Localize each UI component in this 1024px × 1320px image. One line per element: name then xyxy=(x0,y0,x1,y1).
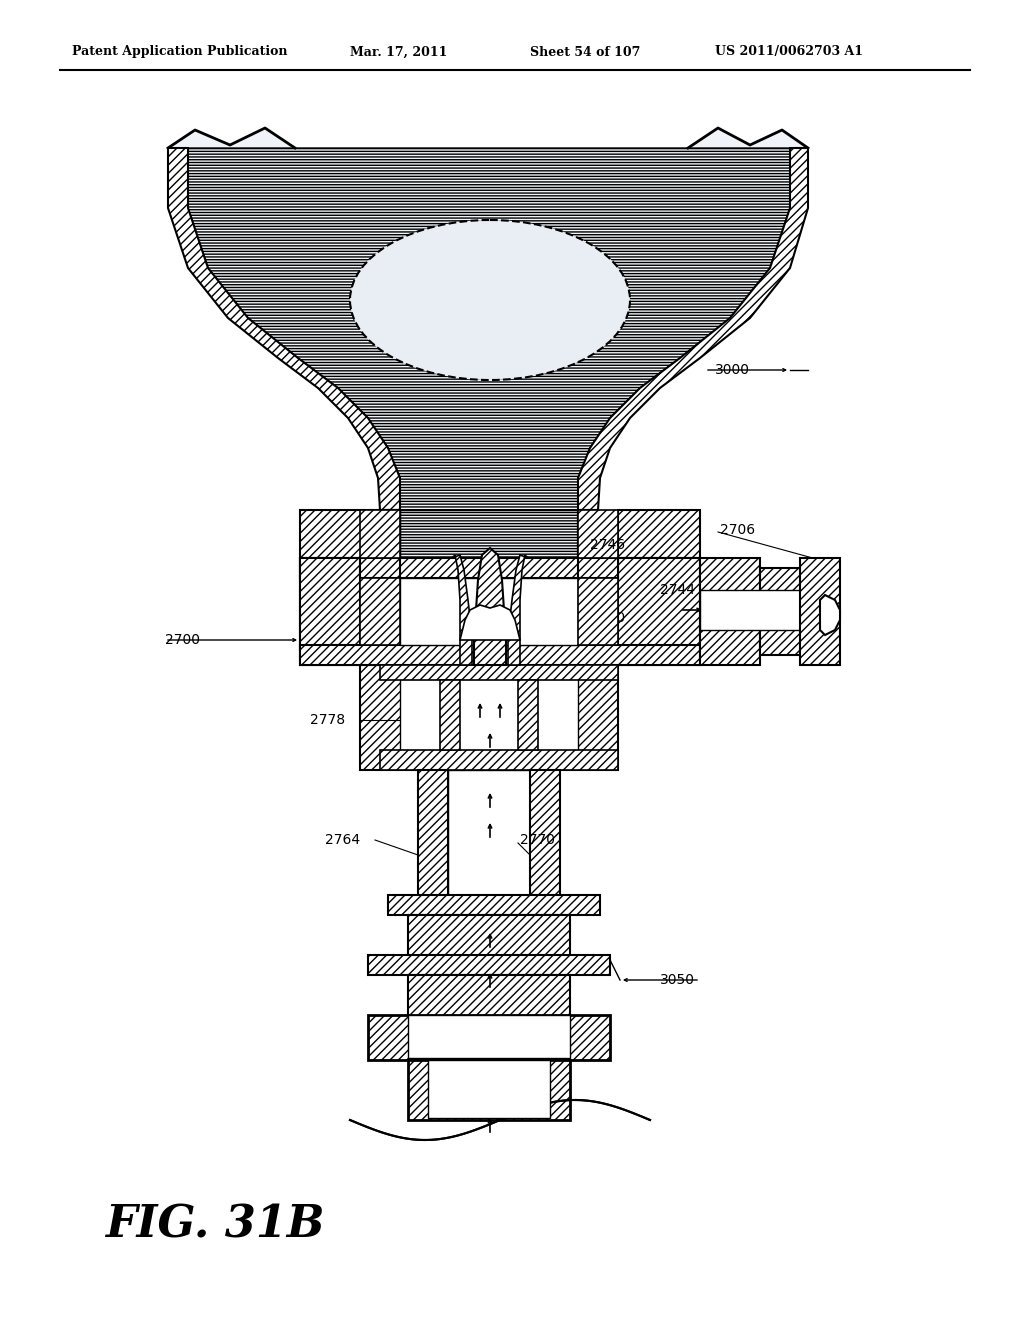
Polygon shape xyxy=(508,554,528,665)
Polygon shape xyxy=(378,510,400,558)
Polygon shape xyxy=(368,1015,610,1060)
Text: Sheet 54 of 107: Sheet 54 of 107 xyxy=(530,45,640,58)
Polygon shape xyxy=(408,975,570,1020)
Polygon shape xyxy=(518,680,538,750)
Polygon shape xyxy=(578,148,808,510)
Polygon shape xyxy=(578,510,618,558)
Polygon shape xyxy=(300,510,400,649)
Polygon shape xyxy=(360,578,400,645)
Text: 2780: 2780 xyxy=(590,611,625,624)
Polygon shape xyxy=(440,680,460,750)
Polygon shape xyxy=(360,558,400,578)
Text: 3050: 3050 xyxy=(660,973,695,987)
Ellipse shape xyxy=(350,220,630,380)
Polygon shape xyxy=(578,578,618,645)
Text: FIG. 31B: FIG. 31B xyxy=(105,1204,325,1246)
Polygon shape xyxy=(408,915,570,960)
Text: 2778: 2778 xyxy=(310,713,345,727)
Polygon shape xyxy=(380,665,618,680)
Polygon shape xyxy=(618,558,700,665)
Polygon shape xyxy=(418,770,449,900)
Polygon shape xyxy=(400,510,578,558)
Text: 2700: 2700 xyxy=(165,634,200,647)
Text: 2746: 2746 xyxy=(590,539,625,552)
Polygon shape xyxy=(700,590,820,630)
Polygon shape xyxy=(530,770,560,900)
Polygon shape xyxy=(578,558,618,578)
Polygon shape xyxy=(820,595,840,635)
Polygon shape xyxy=(578,510,598,558)
Text: 2764: 2764 xyxy=(325,833,360,847)
Polygon shape xyxy=(388,895,600,915)
Polygon shape xyxy=(408,1060,570,1119)
Polygon shape xyxy=(449,770,530,900)
Polygon shape xyxy=(452,554,472,665)
Polygon shape xyxy=(400,578,578,645)
Polygon shape xyxy=(700,558,760,665)
Polygon shape xyxy=(578,510,700,649)
Polygon shape xyxy=(300,558,360,665)
Text: 2770: 2770 xyxy=(520,833,555,847)
Text: 3000: 3000 xyxy=(715,363,750,378)
Polygon shape xyxy=(400,665,578,760)
Polygon shape xyxy=(168,128,808,148)
Polygon shape xyxy=(168,148,400,510)
Text: 2706: 2706 xyxy=(720,523,755,537)
Text: Mar. 17, 2011: Mar. 17, 2011 xyxy=(350,45,447,58)
Text: US 2011/0062703 A1: US 2011/0062703 A1 xyxy=(715,45,863,58)
Text: Patent Application Publication: Patent Application Publication xyxy=(72,45,288,58)
Polygon shape xyxy=(800,558,840,665)
Polygon shape xyxy=(460,605,520,640)
Polygon shape xyxy=(300,645,700,665)
Polygon shape xyxy=(760,568,820,655)
Polygon shape xyxy=(408,1015,570,1059)
Polygon shape xyxy=(360,665,618,770)
Polygon shape xyxy=(380,750,618,770)
Polygon shape xyxy=(474,548,506,665)
Polygon shape xyxy=(188,148,790,510)
Polygon shape xyxy=(300,558,700,578)
Text: 2744: 2744 xyxy=(660,583,695,597)
Polygon shape xyxy=(428,1060,550,1118)
Polygon shape xyxy=(368,954,610,975)
Polygon shape xyxy=(360,510,400,558)
